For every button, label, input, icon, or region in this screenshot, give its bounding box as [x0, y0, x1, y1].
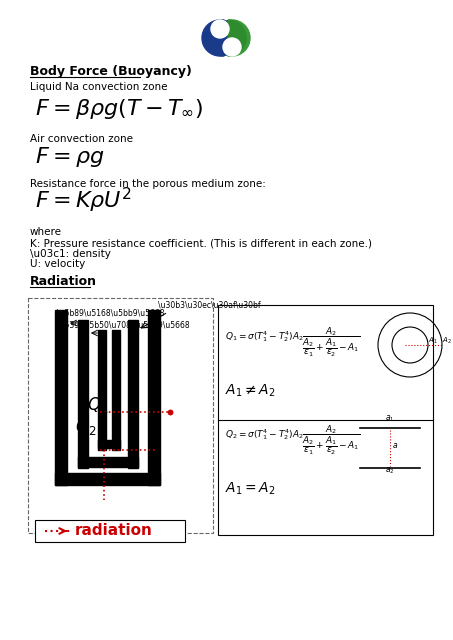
Polygon shape: [228, 20, 246, 56]
Text: Resistance force in the porous medium zone:: Resistance force in the porous medium zo…: [30, 179, 266, 189]
Bar: [218, 305, 433, 535]
Text: where: where: [30, 227, 62, 237]
Text: $A_1$: $A_1$: [428, 336, 438, 346]
Text: $Q_2$: $Q_2$: [75, 417, 96, 437]
Text: $Q_2 = \sigma(T_1^4 - T_2^4) A_2 \dfrac{A_2}{\dfrac{A_2}{\varepsilon_1} + \dfrac: $Q_2 = \sigma(T_1^4 - T_2^4) A_2 \dfrac{…: [225, 424, 360, 457]
Text: Liquid Na convection zone: Liquid Na convection zone: [30, 82, 168, 92]
Text: $F = \beta\rho g(T - T_\infty)$: $F = \beta\rho g(T - T_\infty)$: [35, 97, 203, 121]
Circle shape: [202, 20, 238, 56]
Text: K: Pressure resistance coefficient. (This is different in each zone.): K: Pressure resistance coefficient. (Thi…: [30, 239, 372, 249]
Bar: [98, 440, 120, 448]
Text: \u03c1: density: \u03c1: density: [30, 249, 111, 259]
Bar: [28, 298, 213, 533]
Text: $a$: $a$: [392, 441, 398, 450]
Bar: [148, 310, 160, 485]
Bar: [78, 457, 138, 467]
Bar: [35, 520, 185, 542]
Text: Body Force (Buoyancy): Body Force (Buoyancy): [30, 65, 192, 78]
Text: \u539f\u5b50\u7089\u5bb9\u5668: \u539f\u5b50\u7089\u5bb9\u5668: [57, 321, 190, 330]
Circle shape: [211, 20, 229, 38]
Text: $a_1$: $a_1$: [385, 413, 395, 424]
Text: \u5b89\u5168\u5bb9\u5668: \u5b89\u5168\u5bb9\u5668: [57, 308, 164, 317]
Text: $F = \rho g$: $F = \rho g$: [35, 145, 105, 169]
Text: $A_2$: $A_2$: [442, 336, 452, 346]
Bar: [98, 330, 106, 450]
Polygon shape: [206, 20, 224, 56]
Circle shape: [214, 20, 250, 56]
Bar: [55, 473, 160, 485]
Text: Air convection zone: Air convection zone: [30, 134, 133, 144]
Bar: [78, 320, 88, 468]
Text: $a_2$: $a_2$: [385, 465, 395, 476]
Text: \u30b3\u30ec\u30af\u30bf: \u30b3\u30ec\u30af\u30bf: [158, 300, 260, 309]
Text: radiation: radiation: [75, 523, 153, 538]
Text: U: velocity: U: velocity: [30, 259, 85, 269]
Bar: [112, 330, 120, 450]
Circle shape: [223, 38, 241, 56]
Bar: [128, 320, 138, 468]
Text: $Q_1 = \sigma(T_1^4 - T_2^4) A_2 \dfrac{A_2}{\dfrac{A_2}{\varepsilon_1} + \dfrac: $Q_1 = \sigma(T_1^4 - T_2^4) A_2 \dfrac{…: [225, 326, 360, 359]
Text: $A_1 \neq A_2$: $A_1 \neq A_2$: [225, 383, 275, 399]
Text: $A_1 = A_2$: $A_1 = A_2$: [225, 481, 275, 497]
Bar: [55, 310, 67, 485]
Text: $F = K\rho U^2$: $F = K\rho U^2$: [35, 186, 132, 215]
Text: $Q_1$: $Q_1$: [87, 395, 108, 415]
Text: Radiation: Radiation: [30, 275, 97, 288]
